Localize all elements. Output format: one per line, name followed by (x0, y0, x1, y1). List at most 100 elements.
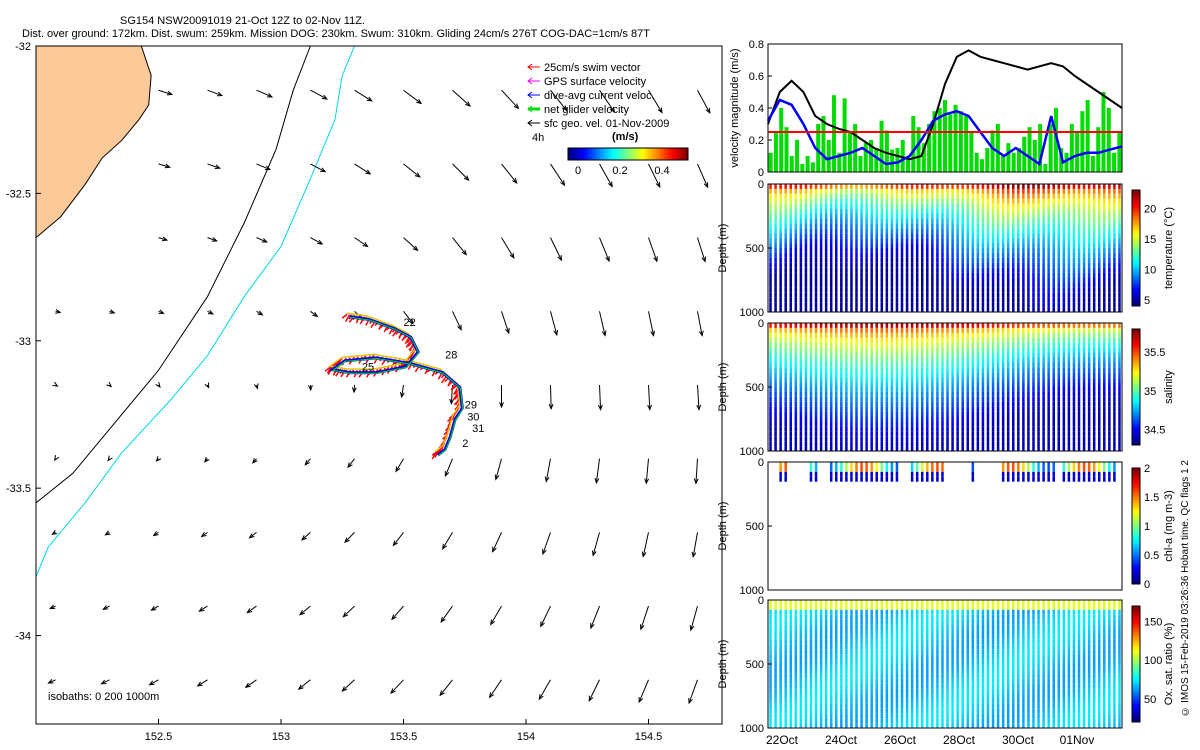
section-cell (1047, 252, 1050, 258)
section-cell (1017, 302, 1020, 308)
section-cell (794, 347, 798, 353)
section-cell (991, 436, 995, 442)
section-cell (1057, 401, 1061, 407)
section-cell (915, 257, 919, 263)
section-cell (829, 257, 833, 263)
section-cell (895, 372, 899, 378)
section-cell (1032, 277, 1035, 283)
section-cell (794, 668, 798, 674)
section-cell (779, 233, 782, 239)
section-cell (931, 471, 934, 477)
section-cell (941, 416, 944, 422)
map-colorbar-cell (614, 148, 617, 160)
geo-arrow-shaft (207, 163, 220, 169)
section-cell (1032, 462, 1035, 467)
section-cell (1022, 377, 1025, 383)
section-cell (860, 188, 863, 194)
section-cell (1032, 471, 1035, 477)
section-cell (931, 218, 934, 224)
section-cell (829, 272, 833, 278)
section-cell (1006, 223, 1010, 229)
section-cell (1077, 362, 1081, 368)
section-cell (840, 698, 843, 704)
section-cell (819, 416, 823, 422)
section-cell (1001, 416, 1005, 422)
geo-arrow-shaft (501, 311, 510, 334)
section-cell (1092, 213, 1096, 219)
section-cell (1027, 218, 1030, 224)
section-cell (840, 644, 843, 650)
section-cell (971, 238, 975, 244)
section-cell (1077, 307, 1081, 312)
section-cell (774, 431, 777, 437)
section-cell (1042, 257, 1045, 263)
section-cell (860, 421, 863, 427)
section-cell (971, 323, 975, 328)
section-cell (774, 337, 777, 343)
section-cell (1017, 262, 1020, 268)
section-cell (789, 703, 793, 709)
section-cell (880, 272, 884, 278)
section-cell (900, 307, 904, 312)
section-colorbar-cell (1132, 534, 1140, 539)
section-cell (870, 267, 873, 273)
section-cell (996, 416, 1000, 422)
section-cell (1017, 292, 1020, 298)
section-cell (875, 421, 878, 427)
section-cell (885, 462, 889, 467)
section-cell (976, 233, 980, 239)
section-cell (774, 668, 777, 674)
geo-arrow-shaft (343, 605, 355, 618)
section-cell (784, 252, 787, 258)
section-cell (941, 466, 944, 472)
section-cell (880, 347, 884, 353)
section-cell (1082, 267, 1086, 273)
map-colorbar-cell (582, 148, 585, 160)
section-cell (794, 614, 798, 620)
section-cell (870, 297, 873, 303)
section-cell (1012, 233, 1015, 239)
section-cell (941, 307, 944, 312)
section-cell (920, 208, 924, 214)
section-cell (819, 614, 823, 620)
section-cell (845, 203, 848, 209)
section-cell (986, 337, 990, 343)
section-cell (956, 188, 959, 194)
section-cell (946, 302, 949, 308)
section-cell (1103, 357, 1106, 363)
section-cell (799, 372, 803, 378)
section-cell (900, 287, 904, 293)
section-cell (1022, 188, 1025, 194)
section-cell (1006, 292, 1010, 298)
section-cell (961, 233, 964, 239)
section-colorbar-cell (1132, 207, 1140, 211)
swim-vector (344, 314, 351, 322)
section-cell (819, 421, 823, 427)
section-cell (956, 208, 959, 214)
section-cell (1108, 184, 1111, 189)
section-cell (1118, 302, 1121, 308)
geo-arrow-head (691, 551, 697, 559)
section-cell (931, 243, 934, 248)
geo-arrow-shaft (648, 89, 663, 113)
section-cell (835, 614, 838, 620)
map-colorbar-cell (588, 148, 591, 160)
section-cell (789, 723, 793, 728)
section-cell (880, 282, 884, 288)
section-cell (996, 218, 1000, 224)
section-cell (845, 673, 848, 679)
section-cell (986, 198, 990, 204)
section-cell (915, 282, 919, 288)
section-cell (885, 248, 889, 253)
geo-arrow-shaft (550, 237, 562, 261)
section-cell (986, 228, 990, 234)
section-cell (1108, 411, 1111, 417)
section-cell (855, 337, 858, 343)
section-cell (824, 233, 828, 239)
section-cell (1017, 184, 1020, 189)
swim-vector (408, 345, 415, 351)
section-cell (1092, 208, 1096, 214)
section-cell (829, 233, 833, 239)
section-cell (799, 683, 803, 689)
section-cell (814, 688, 818, 694)
